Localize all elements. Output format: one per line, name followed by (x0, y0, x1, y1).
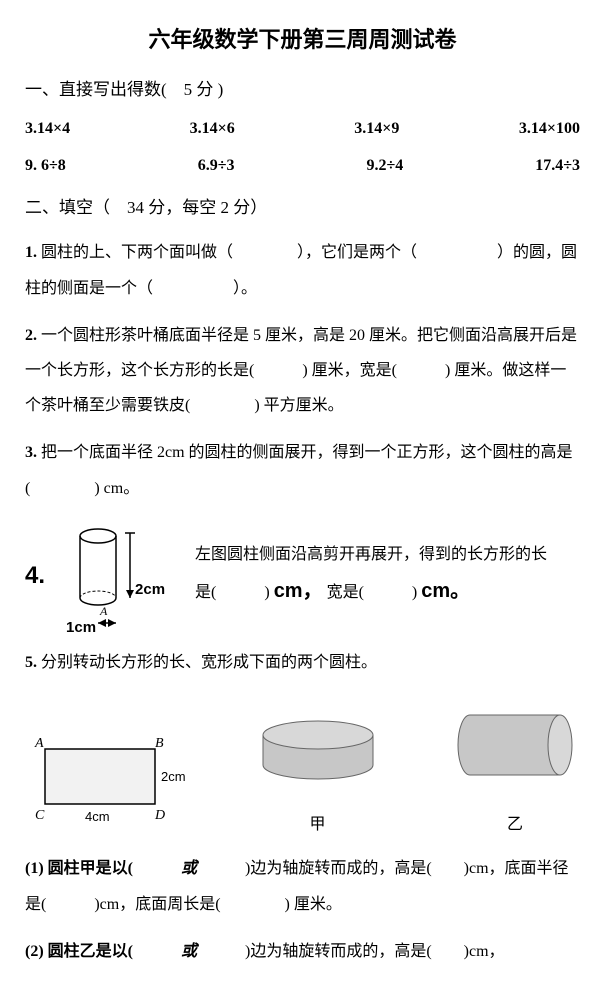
q4-t2: 是( ) (195, 584, 274, 601)
calc-row-1: 3.14×4 3.14×6 3.14×9 3.14×100 (25, 115, 580, 144)
q5-num: 5. (25, 654, 37, 671)
calc-2a: 9. 6÷8 (25, 152, 66, 181)
q4-cm2: cm。 (421, 580, 470, 602)
svg-text:A: A (34, 736, 44, 751)
q4-cm1: cm， (274, 580, 323, 602)
q5p2-post: )边为轴旋转而成的，高是( )cm， (197, 943, 505, 960)
q5p2-or: 或 (181, 943, 197, 960)
q5-yi: 乙 (450, 700, 580, 840)
q4-label-A: A (99, 604, 108, 618)
question-2: 2. 一个圆柱形茶叶桶底面半径是 5 厘米，高是 20 厘米。把它侧面沿高展开后… (25, 318, 580, 424)
calc-row-2: 9. 6÷8 6.9÷3 9.2÷4 17.4÷3 (25, 152, 580, 181)
q5-text: 分别转动长方形的长、宽形成下面的两个圆柱。 (37, 654, 377, 671)
calc-2c: 9.2÷4 (366, 152, 403, 181)
q4-line2: 是( ) cm， 宽是( ) cm。 (195, 571, 580, 611)
question-4: 4. A 2cm 1cm 左图圆柱侧面 (25, 518, 580, 633)
q5-jia-cap: 甲 (248, 811, 388, 840)
q5-part1: (1) 圆柱甲是以( 或 )边为轴旋转而成的，高是( )cm，底面半径是( )c… (25, 851, 580, 921)
question-3: 3. 把一个底面半径 2cm 的圆柱的侧面展开，得到一个正方形，这个圆柱的高是(… (25, 435, 580, 505)
q1-text: 圆柱的上、下两个面叫做（ ），它们是两个（ ）的圆，圆柱的侧面是一个（ ）。 (25, 244, 577, 296)
q5-part2: (2) 圆柱乙是以( 或 )边为轴旋转而成的，高是( )cm， (25, 934, 580, 969)
q4-t3: 宽是( ) (323, 584, 422, 601)
calc-1d: 3.14×100 (519, 115, 580, 144)
q5-jia: 甲 (248, 710, 388, 840)
q5-rect: A B C D 2cm 4cm (25, 729, 185, 840)
q5p1-or: 或 (181, 860, 197, 877)
calc-2b: 6.9÷3 (198, 152, 235, 181)
svg-text:4cm: 4cm (85, 809, 110, 824)
section-1-head: 一、直接写出得数( 5 分 ) (25, 75, 580, 106)
q5-yi-cap: 乙 (450, 811, 580, 840)
q4-num: 4. (25, 554, 45, 597)
section-2-head: 二、填空（ 34 分，每空 2 分） (25, 193, 580, 224)
q5p1-pre: (1) 圆柱甲是以( (25, 860, 181, 877)
page-title: 六年级数学下册第三周周测试卷 (25, 20, 580, 60)
q3-num: 3. (25, 444, 37, 461)
svg-text:D: D (154, 808, 165, 823)
q3-text: 把一个底面半径 2cm 的圆柱的侧面展开，得到一个正方形，这个圆柱的高是( ) … (25, 444, 573, 496)
q4-height-label: 2cm (135, 576, 165, 603)
calc-2d: 17.4÷3 (535, 152, 580, 181)
q2-text: 一个圆柱形茶叶桶底面半径是 5 厘米，高是 20 厘米。把它侧面沿高展开后是一个… (25, 327, 577, 414)
q4-radius-label: 1cm (66, 614, 96, 641)
q2-num: 2. (25, 327, 37, 344)
q4-figure: A 2cm 1cm (70, 518, 170, 633)
calc-1c: 3.14×9 (354, 115, 399, 144)
question-5: 5. 分别转动长方形的长、宽形成下面的两个圆柱。 (25, 645, 580, 680)
q5p2-pre: (2) 圆柱乙是以( (25, 943, 181, 960)
q4-line1: 左图圆柱侧面沿高剪开再展开，得到的长方形的长 (195, 539, 580, 571)
question-1: 1. 圆柱的上、下两个面叫做（ ），它们是两个（ ）的圆，圆柱的侧面是一个（ ）… (25, 235, 580, 305)
svg-text:C: C (35, 808, 45, 823)
svg-text:B: B (155, 736, 164, 751)
calc-1b: 3.14×6 (190, 115, 235, 144)
calc-1a: 3.14×4 (25, 115, 70, 144)
q5-figures: A B C D 2cm 4cm 甲 乙 (25, 700, 580, 840)
svg-text:2cm: 2cm (161, 769, 185, 784)
q1-num: 1. (25, 244, 37, 261)
